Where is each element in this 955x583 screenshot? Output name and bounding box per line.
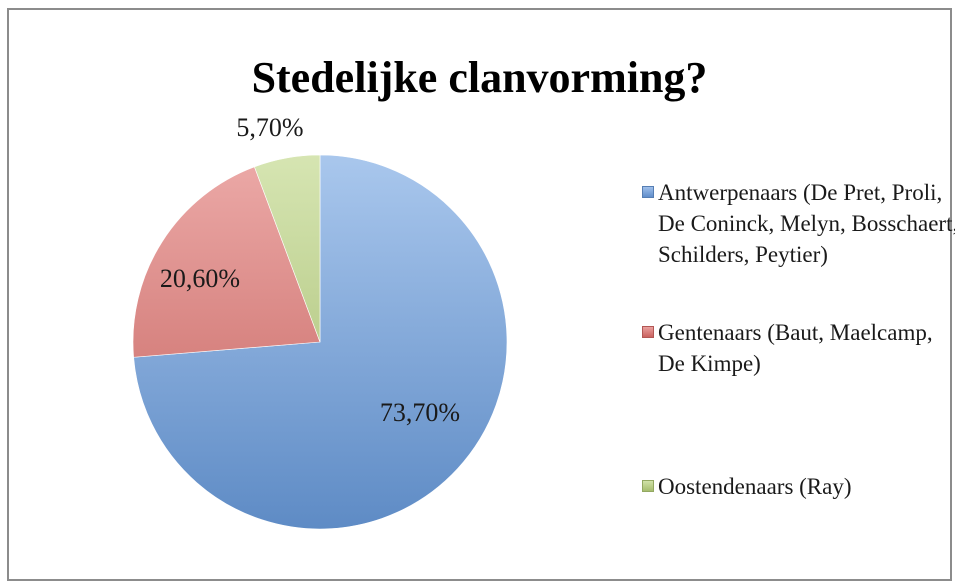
pie-chart: 73,70% 20,60% 5,70% (132, 113, 508, 530)
pie-slice-gentenaars (132, 166, 321, 358)
legend-swatch-antwerpenaars (642, 186, 654, 198)
chart-area: Stedelijke clanvorming? 73,70% 20,60% 5,70… (7, 8, 955, 581)
data-label-oostendenaars: 5,70% (236, 113, 303, 142)
legend-label: Gentenaars (Baut, Maelcamp, De Kimpe) (658, 320, 933, 376)
legend-label: Antwerpenaars (De Pret, Proli, De Coninc… (658, 180, 955, 267)
data-label-antwerpenaars: 73,70% (380, 398, 460, 427)
legend-item-antwerpenaars: Antwerpenaars (De Pret, Proli, De Coninc… (642, 177, 955, 270)
legend-item-oostendenaars: Oostendenaars (Ray) (642, 471, 955, 502)
chart-title: Stedelijke clanvorming? (251, 53, 708, 102)
data-label-gentenaars: 20,60% (160, 264, 240, 293)
legend-label: Oostendenaars (Ray) (658, 474, 852, 499)
legend-item-gentenaars: Gentenaars (Baut, Maelcamp, De Kimpe) (642, 317, 955, 379)
pie-slice-oostendenaars (254, 154, 321, 343)
legend-swatch-oostendenaars (642, 480, 654, 492)
legend-swatch-gentenaars (642, 326, 654, 338)
